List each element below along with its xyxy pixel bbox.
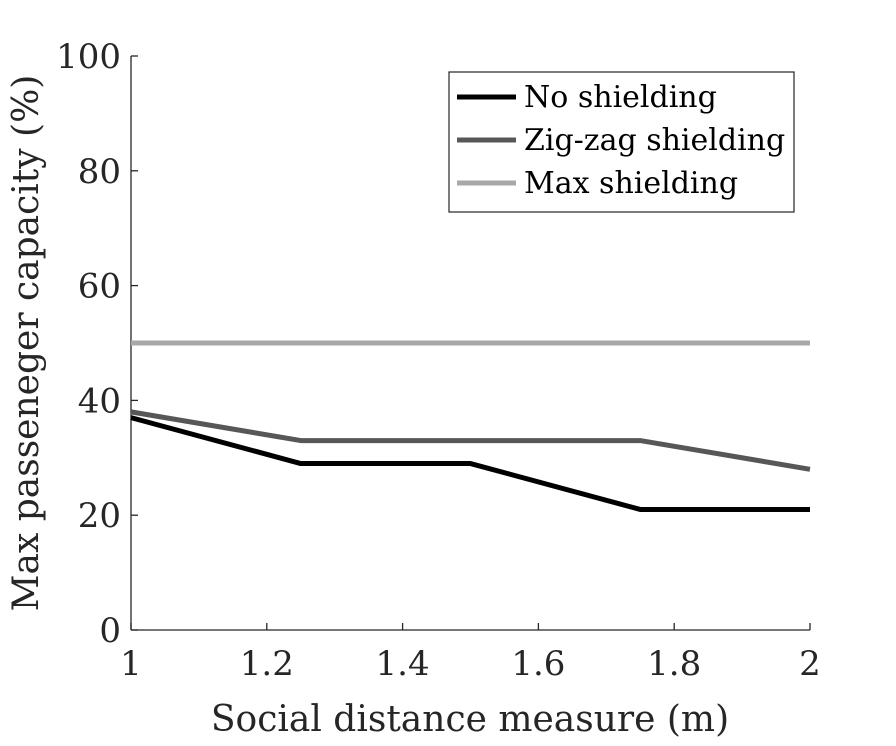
x-tick-label: 1.2 [240,644,294,684]
legend: No shielding Zig-zag shielding Max shieldi… [448,71,795,213]
legend-label: Zig-zag shielding [524,123,785,158]
series-layer [130,340,811,512]
y-tick-label: 0 [99,611,121,651]
series-line-no-shielding [130,415,810,512]
legend-label: Max shielding [524,166,738,201]
y-tick-label: 80 [78,152,121,192]
legend-label: No shielding [524,80,717,115]
series-line-zig-zag-shielding [130,409,811,472]
x-axis-title: Social distance measure (m) [211,699,729,740]
y-axis-title: Max passeneger capacity (%) [6,75,47,612]
x-tick-label: 1.6 [511,644,565,684]
y-tick-label: 100 [56,37,121,77]
x-tick-label: 2 [799,644,821,684]
x-tick-label: 1.4 [376,644,430,684]
y-tick-label: 20 [78,496,121,536]
x-tick-label: 1 [120,644,142,684]
x-tick-label: 1.8 [647,644,701,684]
y-tick-label: 40 [78,381,121,421]
y-tick-label: 60 [78,267,121,307]
